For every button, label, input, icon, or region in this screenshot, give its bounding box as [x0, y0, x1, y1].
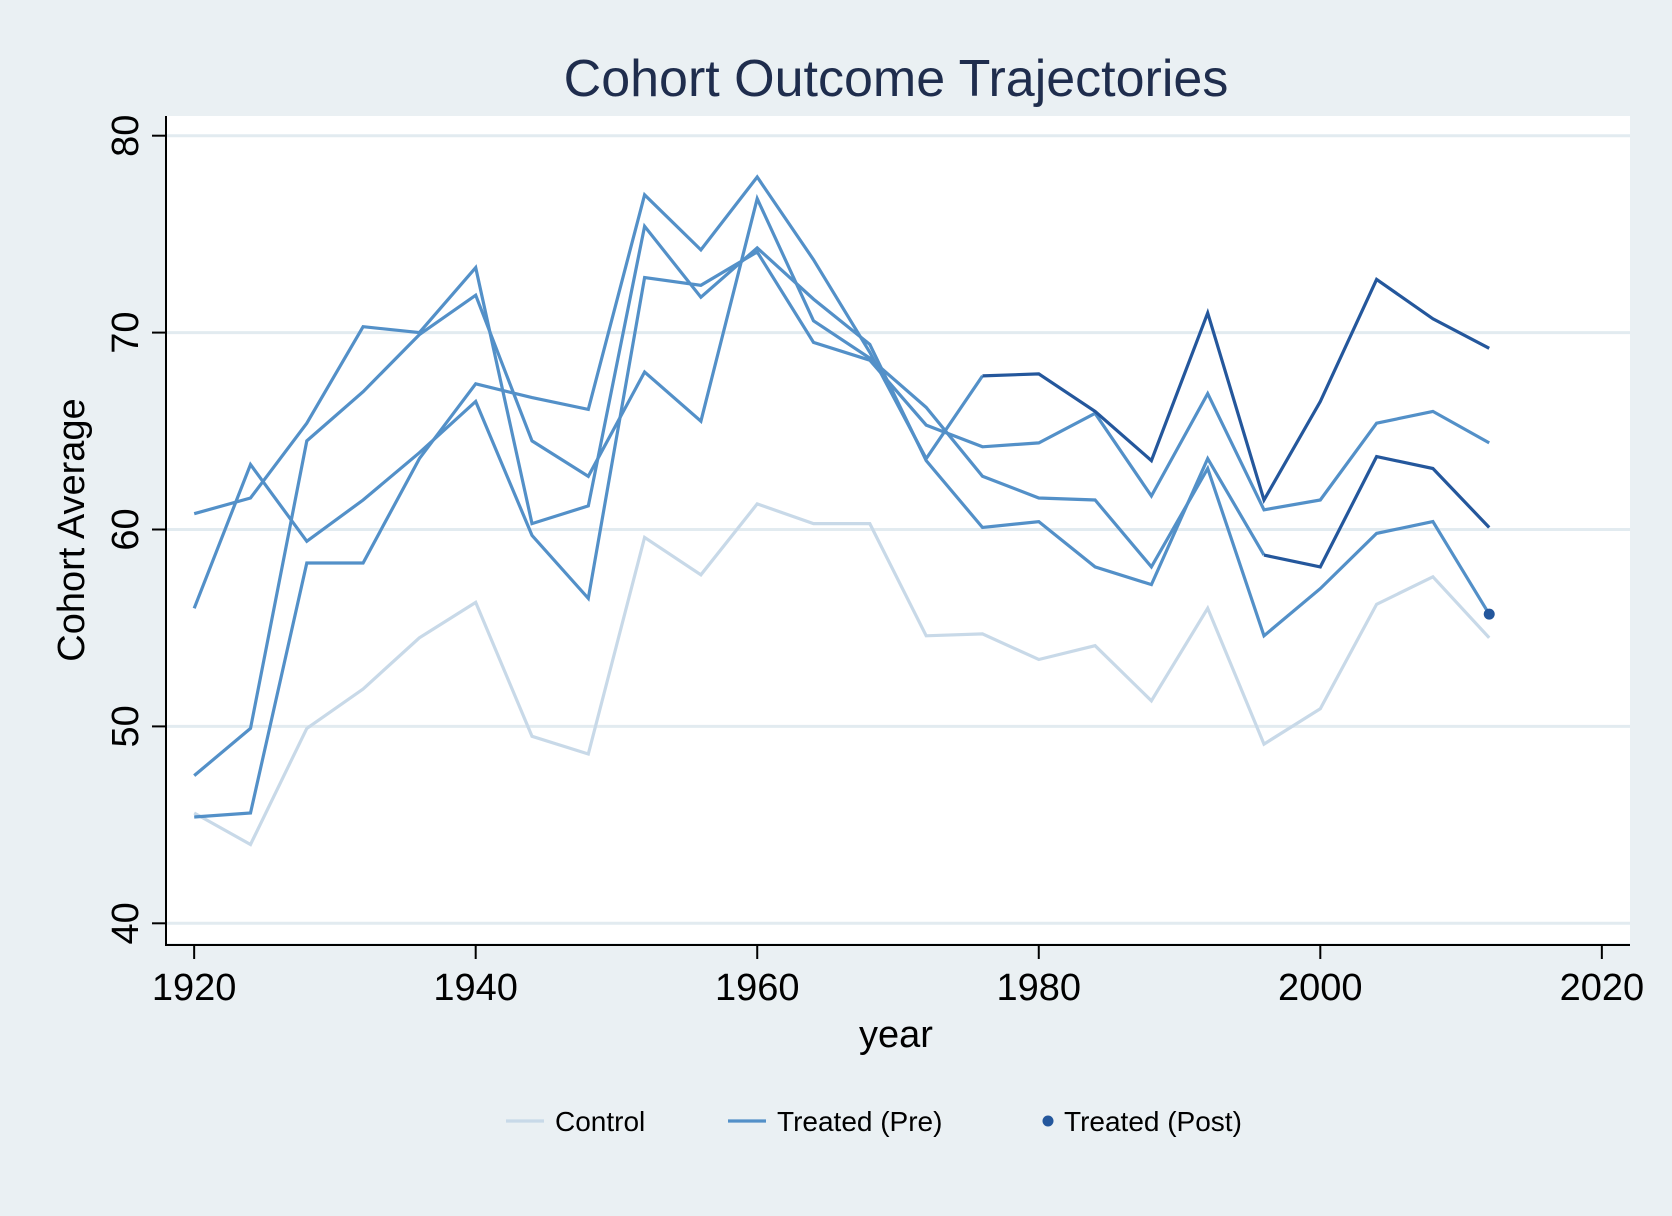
x-tick-label: 1940 — [433, 967, 518, 1009]
y-tick-label: 60 — [105, 508, 147, 550]
legend-label: Treated (Post) — [1064, 1106, 1242, 1137]
treated-post-marker — [1483, 608, 1495, 620]
control-series-line — [193, 502, 1491, 847]
x-tick-label: 1960 — [715, 967, 800, 1009]
treated-pre-series-line — [193, 193, 1491, 777]
treated-pre-series-line — [194, 174, 984, 819]
axes: 40 50 60 70 80 1920 1940 1960 1980 2000 2020 — [105, 115, 1644, 1009]
y-tick-label: 40 — [105, 902, 147, 944]
y-tick-label: 70 — [105, 311, 147, 353]
series-lines — [192, 174, 1491, 847]
legend-label: Treated (Pre) — [777, 1106, 942, 1137]
treated-post-series-line — [1263, 454, 1491, 569]
x-tick-label: 2020 — [1560, 967, 1645, 1009]
y-tick-label: 50 — [105, 705, 147, 747]
legend-label: Control — [555, 1106, 645, 1137]
x-tick-label: 2000 — [1278, 967, 1363, 1009]
treated-pre-series-line — [193, 222, 1266, 587]
treated-pre-series-line — [192, 249, 1490, 609]
post-markers — [1483, 608, 1495, 620]
legend-swatch-treated-post — [1042, 1115, 1054, 1127]
legend: Control Treated (Pre) Treated (Post) — [506, 1106, 1242, 1137]
x-tick-label: 1980 — [996, 967, 1081, 1009]
y-axis-title: Cohort Average — [51, 398, 93, 661]
x-axis-title: year — [859, 1014, 933, 1056]
y-tick-label: 80 — [105, 115, 147, 157]
chart-title: Cohort Outcome Trajectories — [564, 50, 1229, 108]
x-tick-label: 1920 — [152, 967, 237, 1009]
treated-post-series-line — [982, 276, 1490, 505]
